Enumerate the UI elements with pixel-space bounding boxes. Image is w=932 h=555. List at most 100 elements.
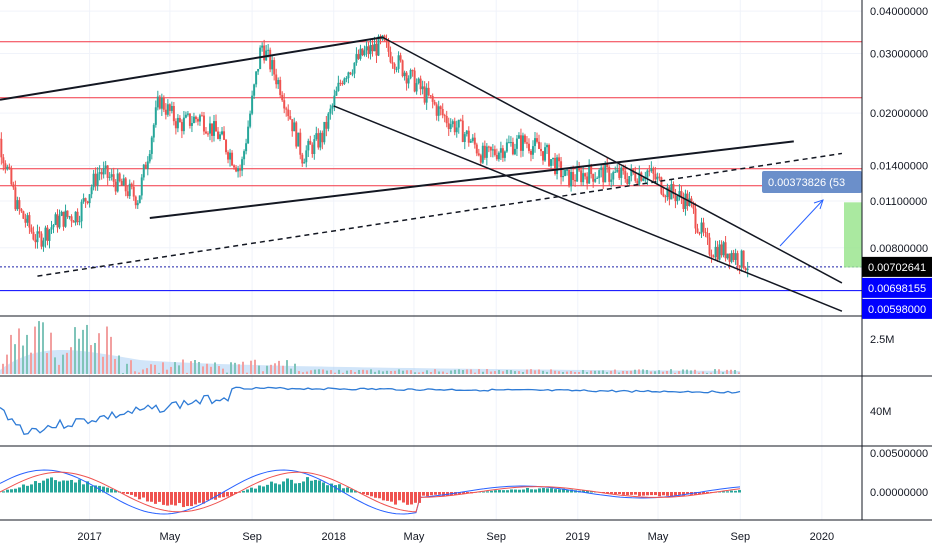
- macd-histogram-bar: [518, 490, 521, 493]
- candle: [127, 186, 129, 198]
- candle: [55, 212, 57, 225]
- volume-bar: [218, 366, 220, 374]
- volume-bar: [690, 370, 692, 374]
- candle-body: [733, 253, 735, 260]
- volume-bar: [118, 355, 120, 374]
- macd-histogram-bar: [370, 492, 373, 496]
- macd-histogram-bar: [74, 483, 77, 493]
- candle: [125, 177, 127, 196]
- candle-body: [355, 54, 357, 63]
- macd-histogram-bar: [666, 492, 669, 496]
- macd-histogram-bar: [190, 492, 193, 506]
- candle: [265, 45, 267, 61]
- candle: [666, 184, 668, 201]
- candle: [444, 114, 446, 122]
- candle-body: [50, 227, 52, 229]
- macd-histogram-bar: [154, 492, 157, 504]
- macd-histogram-bar: [670, 492, 673, 496]
- candle: [22, 211, 24, 219]
- volume-bar: [142, 369, 144, 374]
- candle-body: [227, 152, 229, 159]
- candle-body: [504, 152, 506, 158]
- volume-bar: [18, 328, 20, 374]
- volume-bar: [698, 373, 700, 374]
- candle-body: [482, 146, 484, 163]
- candle-body: [444, 115, 446, 116]
- volume-bar: [474, 373, 476, 374]
- volume-bar: [650, 371, 652, 374]
- candle-body: [28, 215, 30, 227]
- candle: [628, 176, 630, 185]
- volume-bar: [202, 366, 204, 374]
- volume-bar: [94, 343, 96, 374]
- candle-body: [333, 96, 335, 106]
- candle-body: [707, 233, 709, 238]
- candle: [38, 227, 40, 238]
- candle: [436, 102, 438, 120]
- candle: [512, 138, 514, 156]
- candle: [195, 116, 197, 123]
- candle: [422, 81, 424, 95]
- candle: [500, 142, 502, 160]
- candle: [291, 119, 293, 137]
- candle-body: [448, 123, 450, 129]
- candle-body: [588, 165, 590, 183]
- candle-body: [486, 147, 488, 158]
- candle-body: [141, 177, 143, 195]
- volume-bar: [486, 369, 488, 374]
- candle-body: [12, 184, 14, 187]
- volume-bar: [462, 370, 464, 374]
- candle: [662, 187, 664, 197]
- candle-body: [416, 83, 418, 91]
- candle-body: [303, 162, 305, 163]
- macd-histogram-bar: [42, 481, 45, 493]
- candle: [707, 228, 709, 245]
- candle-body: [536, 138, 538, 142]
- macd-histogram-bar: [34, 481, 37, 492]
- candle: [4, 160, 6, 173]
- volume-bar: [394, 371, 396, 374]
- macd-histogram-bar: [282, 481, 285, 492]
- candle: [65, 205, 67, 228]
- macd-histogram-bar: [198, 492, 201, 503]
- volume-bar: [370, 369, 372, 374]
- candle: [239, 165, 241, 178]
- candle: [532, 140, 534, 159]
- volume-bar: [718, 369, 720, 374]
- macd-histogram-bar: [546, 488, 549, 492]
- macd-histogram-bar: [338, 484, 341, 492]
- trendline: [383, 37, 842, 283]
- candle: [199, 114, 201, 126]
- candle-body: [602, 168, 604, 183]
- candle: [36, 225, 38, 249]
- candle: [287, 104, 289, 121]
- candle: [201, 112, 203, 117]
- candle: [534, 132, 536, 153]
- candle: [309, 136, 311, 145]
- volume-bar: [74, 327, 76, 374]
- volume-bar: [78, 339, 80, 374]
- candle: [682, 193, 684, 213]
- candle-body: [456, 128, 458, 133]
- macd-histogram-bar: [310, 481, 313, 493]
- candle: [247, 120, 249, 144]
- candle: [486, 143, 488, 165]
- volume-bar: [414, 372, 416, 374]
- candle: [18, 197, 20, 214]
- candle-body: [309, 141, 311, 145]
- candle: [209, 117, 211, 141]
- candle: [484, 141, 486, 160]
- candle-body: [307, 141, 309, 151]
- candle: [392, 56, 394, 68]
- candle: [408, 75, 410, 88]
- candle-body: [42, 240, 44, 246]
- candle-body: [604, 164, 606, 182]
- macd-histogram-bar: [242, 491, 245, 493]
- candle: [678, 184, 680, 200]
- candle-body: [440, 106, 442, 109]
- candle: [458, 120, 460, 134]
- candle-body: [283, 100, 285, 108]
- candle-body: [418, 79, 420, 83]
- candle-body: [40, 234, 42, 247]
